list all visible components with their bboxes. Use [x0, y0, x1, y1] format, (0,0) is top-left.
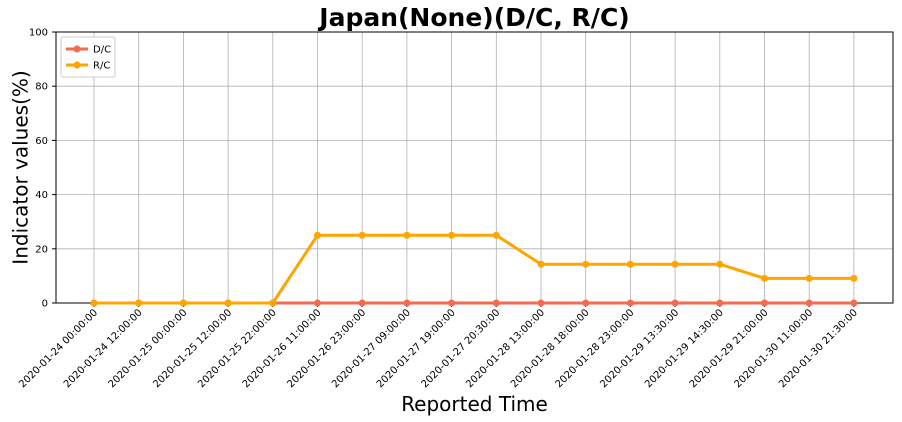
grid: [56, 31, 893, 304]
x-tick-label: 2020-01-28 18:00:00: [509, 307, 592, 390]
series-line: [94, 233, 854, 305]
data-point: [671, 260, 679, 268]
y-tick-label: 20: [35, 244, 48, 255]
data-point: [358, 299, 366, 307]
legend: D/C R/C: [60, 36, 116, 78]
x-axis-title: Reported Time: [401, 392, 548, 416]
chart-title: Japan(None)(D/C, R/C): [317, 3, 629, 32]
x-tick-label: 2020-01-25 12:00:00: [151, 307, 234, 390]
y-axis-title: Indicator values(%): [9, 70, 33, 264]
legend-item: D/C: [66, 45, 111, 56]
x-tick-label: 2020-01-24 00:00:00: [17, 307, 100, 390]
x-tick-label: 2020-01-30 21:30:00: [777, 307, 860, 390]
data-point: [224, 299, 232, 307]
x-tick-label: 2020-01-26 23:00:00: [285, 307, 368, 390]
data-point: [448, 299, 456, 307]
legend-item: R/C: [66, 61, 110, 72]
data-point: [269, 299, 277, 307]
data-point: [90, 299, 98, 307]
data-point: [716, 299, 724, 307]
x-tick-label: 2020-01-28 23:00:00: [554, 307, 637, 390]
data-point: [135, 299, 143, 307]
series-rc: [90, 231, 858, 307]
y-tick-label: 100: [29, 28, 48, 39]
data-point: [314, 299, 321, 307]
x-tick-label: 2020-01-30 11:00:00: [732, 307, 815, 390]
data-point: [448, 231, 456, 239]
data-point: [179, 299, 187, 307]
x-tick-label: 2020-01-27 20:30:00: [420, 307, 503, 390]
series-lines: [90, 231, 858, 307]
data-point: [850, 274, 858, 282]
data-point: [537, 260, 545, 268]
y-axis: 0 20 40 60 80 100: [29, 28, 56, 310]
data-point: [626, 299, 634, 307]
x-tick-label: 2020-01-27 09:00:00: [330, 307, 413, 390]
data-point: [805, 274, 813, 282]
x-tick-label: 2020-01-26 11:00:00: [241, 307, 324, 390]
x-tick-label: 2020-01-25 22:00:00: [196, 307, 279, 390]
data-point: [403, 231, 411, 239]
x-tick-label: 2020-01-24 12:00:00: [62, 307, 145, 390]
y-tick-label: 40: [35, 190, 48, 201]
legend-marker: [73, 45, 81, 53]
data-point: [761, 299, 768, 307]
data-point: [761, 274, 768, 282]
data-point: [403, 299, 411, 307]
x-tick-label: 2020-01-29 14:30:00: [643, 307, 726, 390]
data-point: [805, 299, 813, 307]
data-point: [716, 260, 724, 268]
data-point: [537, 299, 545, 307]
data-point: [358, 231, 366, 239]
x-tick-label: 2020-01-29 13:30:00: [598, 307, 681, 390]
x-tick-label: 2020-01-25 00:00:00: [107, 307, 190, 390]
legend-label: R/C: [93, 61, 110, 72]
y-tick-label: 60: [35, 136, 48, 147]
x-tick-label: 2020-01-27 19:00:00: [375, 307, 458, 390]
data-point: [626, 260, 634, 268]
data-point: [582, 260, 590, 268]
legend-label: D/C: [93, 45, 111, 56]
x-tick-label: 2020-01-28 13:00:00: [464, 307, 547, 390]
data-point: [671, 299, 679, 307]
data-point: [492, 299, 500, 307]
plot-area: [55, 31, 894, 304]
data-point: [850, 299, 858, 307]
x-tick-label: 2020-01-29 21:00:00: [688, 307, 771, 390]
data-point: [582, 299, 590, 307]
legend-marker: [73, 61, 81, 69]
y-tick-label: 80: [35, 82, 48, 93]
y-tick-label: 0: [42, 299, 48, 310]
data-point: [314, 231, 321, 239]
data-point: [492, 231, 500, 239]
